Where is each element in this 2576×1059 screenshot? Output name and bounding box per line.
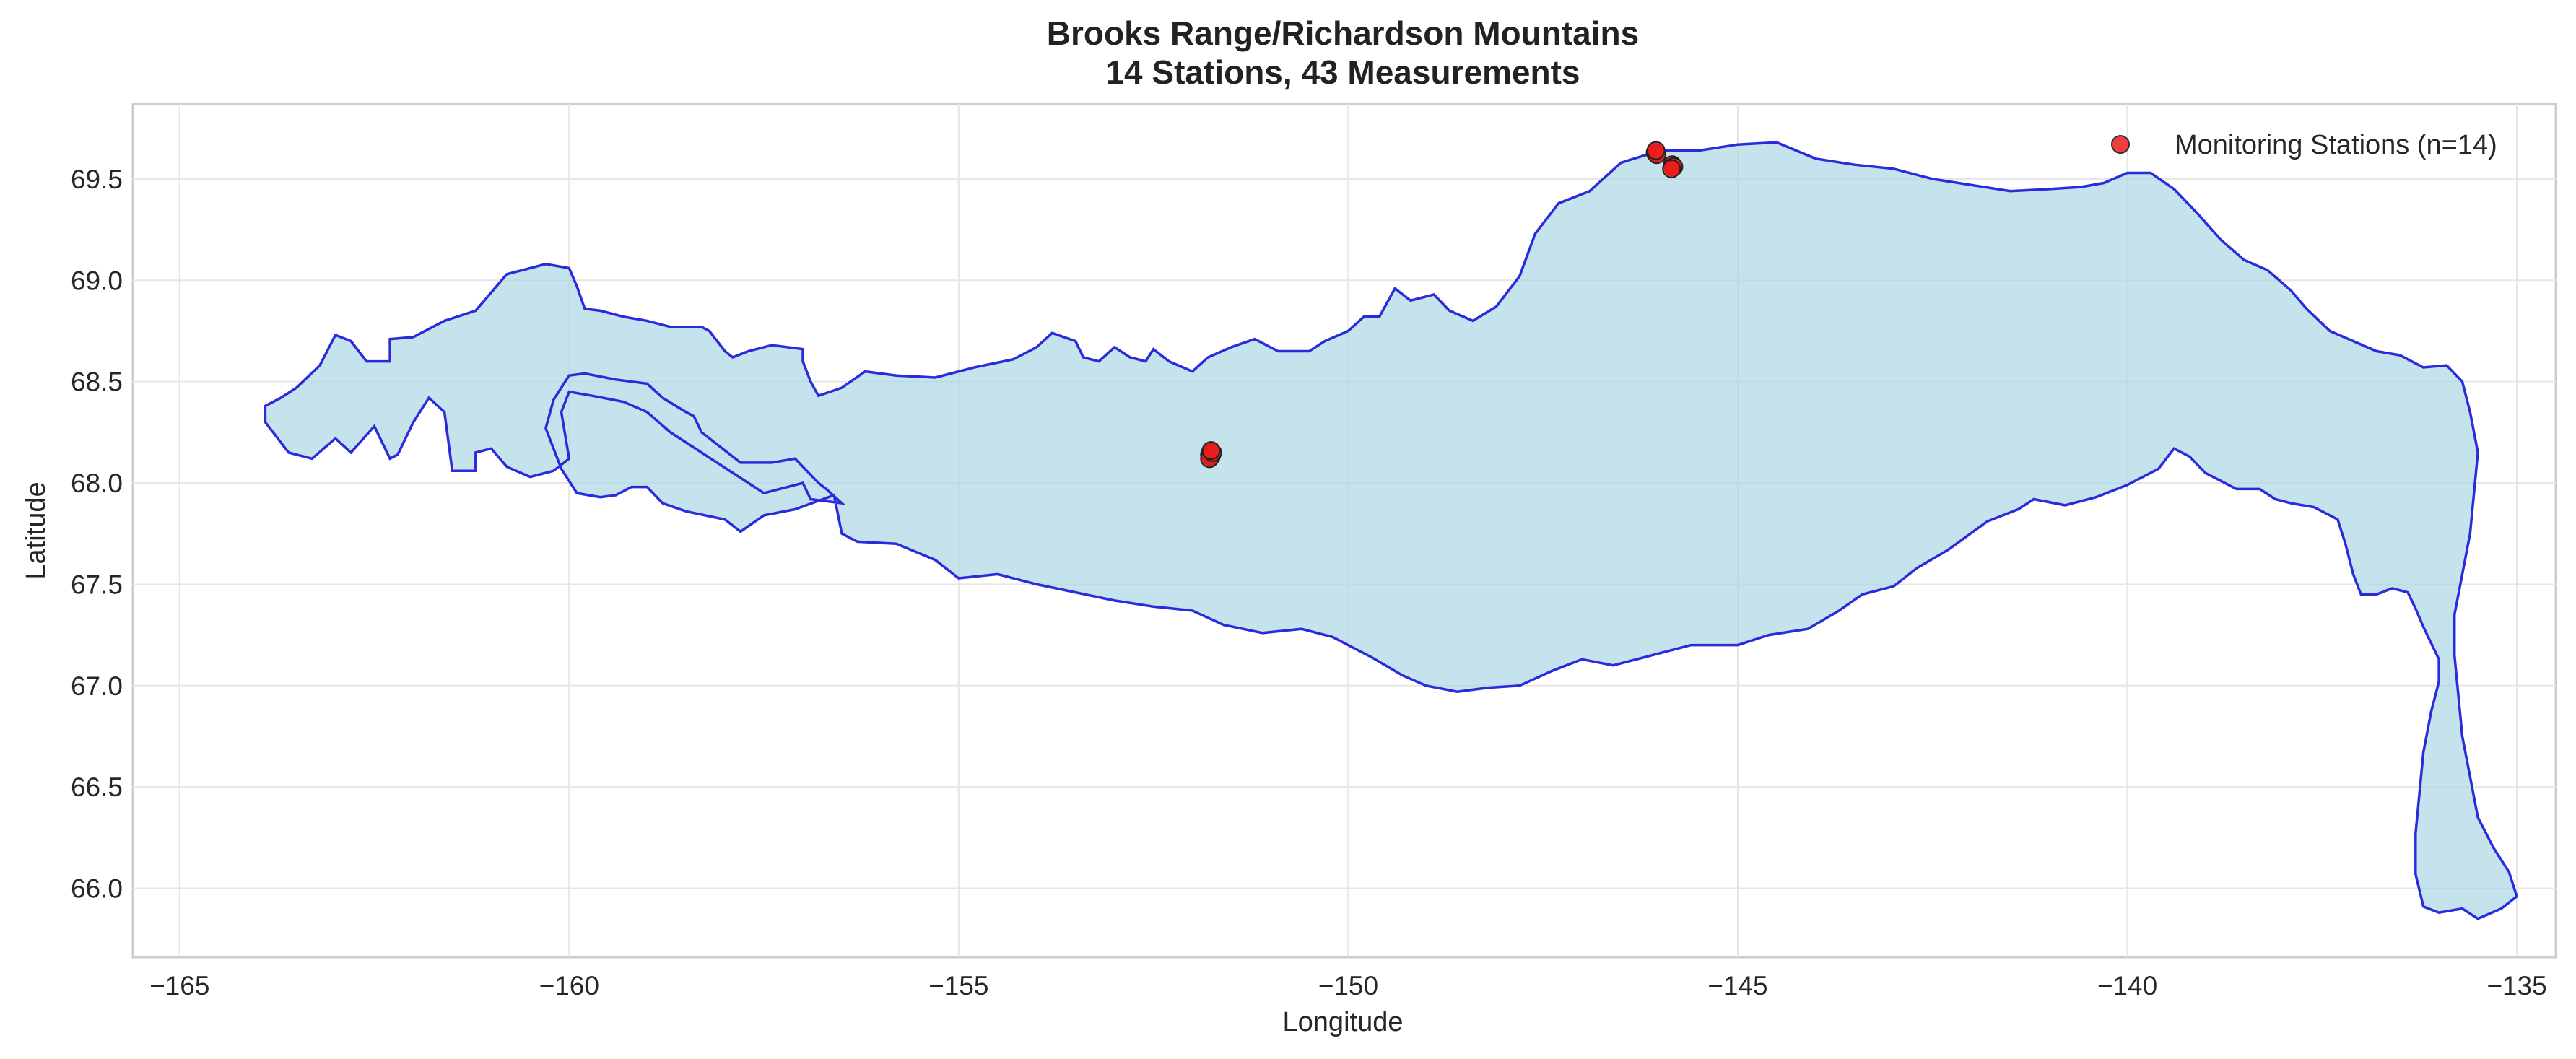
legend-marker [2111,135,2130,154]
legend-label: Monitoring Stations (n=14) [2175,130,2497,160]
y-tick-label: 69.0 [71,266,123,295]
x-tick-label: −155 [928,971,988,1001]
station-points [1200,141,1684,469]
x-ticks: −165 −160 −155 −150 −145 −140 −135 [149,971,2547,1001]
y-tick-label: 68.5 [71,367,123,397]
mountain-region-polygon [264,141,2519,920]
y-tick-label: 69.5 [71,165,123,194]
y-tick-label: 66.0 [71,874,123,904]
chart-subtitle: 14 Stations, 43 Measurements [1105,53,1580,91]
x-axis-label: Longitude [1283,1007,1404,1037]
station-point [1662,159,1681,178]
x-tick-label: −150 [1318,971,1378,1001]
y-tick-label: 67.0 [71,671,123,701]
station-point [1646,141,1666,160]
chart-title: Brooks Range/Richardson Mountains [1047,14,1639,52]
x-tick-label: −135 [2486,971,2546,1001]
y-axis-label: Latitude [21,481,51,579]
station-point [1201,441,1221,461]
x-tick-label: −140 [2097,971,2157,1001]
x-tick-label: −145 [1707,971,1767,1001]
y-tick-label: 66.5 [71,772,123,802]
x-tick-label: −160 [539,971,599,1001]
legend: Monitoring Stations (n=14) [2111,130,2497,160]
y-tick-label: 68.0 [71,469,123,498]
y-tick-label: 67.5 [71,570,123,599]
x-tick-label: −165 [149,971,209,1001]
y-ticks: 66.0 66.5 67.0 67.5 68.0 68.5 69.0 69.5 [71,165,123,904]
